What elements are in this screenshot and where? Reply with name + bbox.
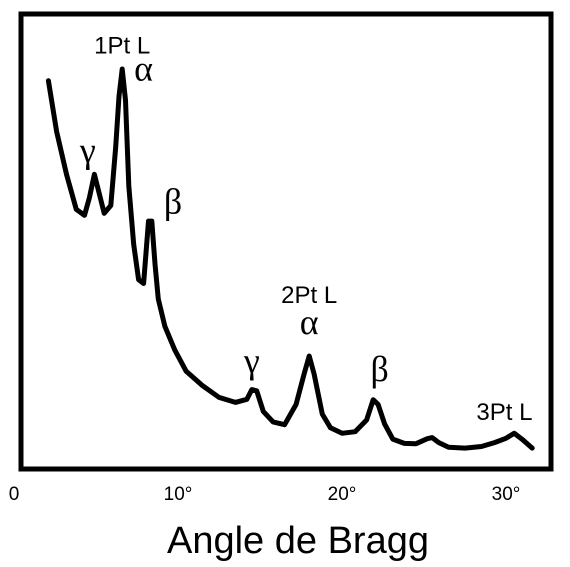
x-tick-label: 30° [492, 484, 521, 505]
annotation-alpha-2: α [300, 302, 319, 342]
x-tick-label: 20° [328, 484, 357, 505]
x-tick-label: 10° [164, 484, 193, 505]
annotation-gamma-1: γ [79, 131, 96, 171]
annotation-label-3pt-l: 3Pt L [476, 399, 532, 426]
annotation-label-1pt-l: 1Pt L [94, 32, 150, 59]
x-tick-labels: 0 10° 20° 30° [9, 484, 521, 505]
annotation-gamma-2: γ [243, 341, 260, 381]
x-tick-label: 0 [9, 484, 20, 505]
x-axis-title: Angle de Bragg [167, 520, 429, 562]
annotation-alpha-1: α [134, 49, 153, 89]
annotation-beta-2: β [371, 349, 389, 389]
annotation-label-2pt-l: 2Pt L [281, 282, 337, 309]
annotation-beta-1: β [164, 181, 182, 221]
series-line-intensity [45, 66, 535, 451]
plot-frame [18, 11, 554, 472]
